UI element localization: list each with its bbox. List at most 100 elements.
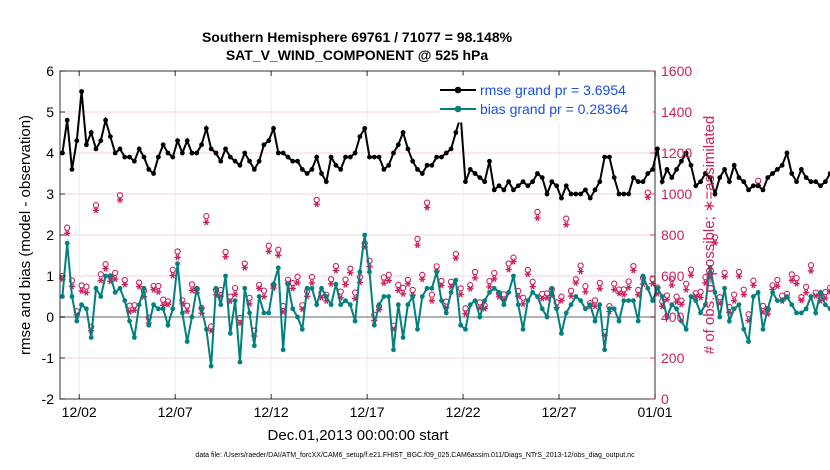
obs-possible-point xyxy=(534,208,541,216)
bias-point xyxy=(530,290,536,295)
obs-assimilated-point xyxy=(347,269,354,276)
bias-point xyxy=(83,306,89,312)
obs-possible-point xyxy=(500,291,508,298)
bias-point xyxy=(573,294,579,299)
obs-assimilated-point xyxy=(183,307,191,315)
obs-assimilated-stroke xyxy=(276,252,281,259)
rmse-point xyxy=(415,167,420,172)
rmse-point xyxy=(304,171,310,176)
obs-assimilated-point xyxy=(404,280,412,287)
bias-point xyxy=(472,298,478,303)
bias-point xyxy=(170,306,176,312)
rmse-point xyxy=(463,179,468,185)
rmse-point xyxy=(544,191,550,197)
bias-point xyxy=(827,306,830,312)
obs-possible-point xyxy=(155,282,162,290)
series-layer xyxy=(59,89,830,369)
bias-point xyxy=(631,298,636,303)
obs-assimilated-stroke xyxy=(688,272,694,279)
bias-point xyxy=(448,290,454,295)
y-right-tick-label: 800 xyxy=(661,227,685,243)
bias-point xyxy=(395,302,401,308)
rmse-point xyxy=(712,191,718,197)
obs-assimilated-stroke xyxy=(175,254,180,261)
obs-assimilated-stroke xyxy=(568,292,574,300)
obs-possible-point xyxy=(476,299,484,306)
obs-assimilated-point xyxy=(255,285,263,292)
obs-assimilated-point xyxy=(510,258,517,265)
obs-assimilated-stroke xyxy=(93,207,99,214)
obs-assimilated-stroke xyxy=(751,282,756,289)
obs-assimilated-stroke xyxy=(564,221,569,228)
obs-possible-point xyxy=(385,271,392,278)
rmse-point xyxy=(395,142,401,148)
obs-assimilated-stroke xyxy=(664,296,670,303)
chart-title-line1: Southern Hemisphere 69761 / 71077 = 98.1… xyxy=(202,29,513,45)
bias-point xyxy=(803,306,809,312)
obs-assimilated-stroke xyxy=(506,266,511,273)
bias-point xyxy=(261,310,267,316)
obs-assimilated-stroke xyxy=(228,298,233,305)
x-tick-label: 12/02 xyxy=(62,404,97,420)
bias-point xyxy=(822,302,828,308)
obs-possible-point xyxy=(620,286,627,293)
rmse-point xyxy=(429,162,435,168)
rmse-point xyxy=(448,146,454,152)
obs-assimilated-stroke xyxy=(223,253,228,260)
obs-assimilated-point xyxy=(524,271,532,278)
bias-point xyxy=(333,281,339,287)
rmse-point xyxy=(386,162,392,168)
rmse-point xyxy=(813,179,819,185)
obs-assimilated-stroke xyxy=(732,297,737,304)
obs-possible-point xyxy=(563,215,570,222)
rmse-point xyxy=(592,187,598,193)
obs-possible-point xyxy=(447,278,455,285)
obs-assimilated-stroke xyxy=(650,280,655,287)
x-tick-label: 12/27 xyxy=(542,404,577,420)
bias-point xyxy=(347,302,353,308)
rmse-point xyxy=(626,191,632,197)
obs-assimilated-stroke xyxy=(530,283,535,290)
obs-possible-point xyxy=(462,305,469,312)
obs-assimilated-stroke xyxy=(775,282,780,290)
bias-point xyxy=(760,326,766,332)
obs-assimilated-stroke xyxy=(799,297,804,304)
rmse-point xyxy=(64,117,70,123)
obs-possible-point xyxy=(755,177,762,184)
obs-assimilated-point xyxy=(591,303,599,310)
bias-point xyxy=(146,322,152,328)
bias-point xyxy=(381,294,387,299)
obs-assimilated-stroke xyxy=(232,291,238,298)
obs-assimilated-stroke xyxy=(703,279,708,287)
bias-point xyxy=(794,310,799,316)
rmse-point xyxy=(597,179,603,185)
obs-assimilated-point xyxy=(414,241,421,249)
bias-point xyxy=(798,310,804,316)
obs-assimilated-point xyxy=(697,294,704,301)
rmse-point xyxy=(223,146,228,152)
bias-point xyxy=(765,306,771,312)
obs-possible-point xyxy=(519,294,527,301)
obs-possible-point xyxy=(577,262,584,269)
obs-assimilated-point xyxy=(102,265,109,272)
obs-assimilated-point xyxy=(543,294,551,301)
rmse-point xyxy=(376,154,382,160)
obs-assimilated-point xyxy=(620,291,628,298)
bias-point xyxy=(616,318,622,324)
rmse-point xyxy=(280,150,286,156)
obs-assimilated-stroke xyxy=(98,277,103,284)
bias-point xyxy=(79,302,84,308)
obs-assimilated-point xyxy=(625,284,632,291)
obs-possible-point xyxy=(529,278,536,285)
rmse-point xyxy=(141,154,147,160)
obs-assimilated-point xyxy=(380,280,388,287)
obs-assimilated-point xyxy=(558,297,565,304)
obs-assimilated-point xyxy=(203,219,210,226)
obs-possible-point xyxy=(116,192,124,199)
rmse-point xyxy=(127,154,132,160)
rmse-point xyxy=(367,154,372,160)
rmse-point xyxy=(136,146,142,152)
rmse-point xyxy=(621,191,627,197)
y-left-tick-label: -1 xyxy=(42,350,55,366)
obs-assimilated-point xyxy=(807,267,815,275)
